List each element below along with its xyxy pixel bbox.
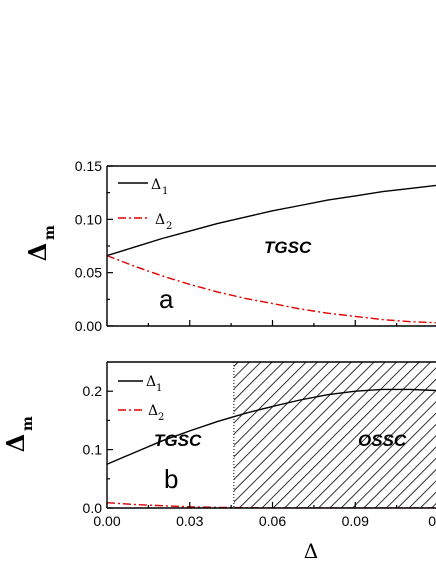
- series-line-delta1: [107, 388, 436, 465]
- panel-b-ylabel: Δ m: [1, 416, 36, 452]
- y-tick-label: 0.0: [83, 500, 103, 516]
- svg-text:m: m: [20, 416, 36, 431]
- panel-b-label: b: [164, 464, 178, 494]
- legend-label-delta1: Δ: [151, 177, 161, 193]
- series-line-delta1: [107, 184, 436, 257]
- y-tick-label: 0.05: [75, 265, 102, 281]
- y-tick-label: 0.15: [75, 158, 102, 174]
- x-tick-label: 0.1: [428, 513, 436, 529]
- panel-a-ylabel: Δ m: [23, 225, 58, 261]
- ossc-hatched-region: [233, 362, 436, 508]
- svg-text:Δ: Δ: [1, 434, 30, 453]
- series-line-delta2: [107, 502, 436, 508]
- legend-label-delta2: Δ: [155, 212, 165, 228]
- svg-text:m: m: [42, 225, 58, 240]
- x-tick-label: 0.09: [342, 513, 369, 529]
- x-tick-label: 0.03: [176, 513, 203, 529]
- y-tick-label: 0.1: [83, 442, 103, 458]
- panel-b-tgsc-annotation: TGSC: [154, 431, 202, 450]
- panel-b-ossc-annotation: OSSC: [358, 431, 407, 450]
- legend-sub-delta2: 2: [158, 412, 164, 423]
- y-tick-label: 0.2: [83, 383, 103, 399]
- legend-sub-delta2: 2: [166, 221, 172, 232]
- panel-b: 0.00 0.03 0.06 0.09 0.1 0.0 0.1 0.2 Δ m Δ 1 Δ 2…: [1, 361, 436, 563]
- x-tick-label: 0.06: [259, 513, 286, 529]
- y-tick-label: 0.10: [75, 211, 102, 227]
- panel-a: 0.00 0.05 0.10 0.15 Δ m Δ 1 Δ 2 TGSC a: [23, 158, 436, 334]
- legend-sub-delta1: 1: [162, 186, 168, 197]
- legend-sub-delta1: 1: [156, 383, 162, 394]
- panel-a-label: a: [159, 284, 174, 314]
- panel-a-legend: Δ 1 Δ 2: [118, 177, 172, 232]
- series-line-delta2: [107, 254, 436, 324]
- panel-a-tgsc-annotation: TGSC: [264, 238, 312, 257]
- x-tick-label: 0.00: [93, 513, 120, 529]
- svg-text:Δ: Δ: [23, 243, 52, 262]
- x-axis-label: Δ: [304, 539, 318, 563]
- legend-label-delta2: Δ: [148, 403, 158, 419]
- panel-b-legend: Δ 1 Δ 2: [118, 374, 164, 423]
- legend-label-delta1: Δ: [146, 374, 156, 390]
- y-tick-label: 0.00: [75, 318, 102, 334]
